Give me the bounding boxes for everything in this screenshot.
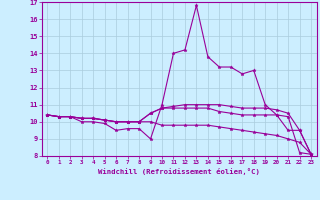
X-axis label: Windchill (Refroidissement éolien,°C): Windchill (Refroidissement éolien,°C) (98, 168, 260, 175)
